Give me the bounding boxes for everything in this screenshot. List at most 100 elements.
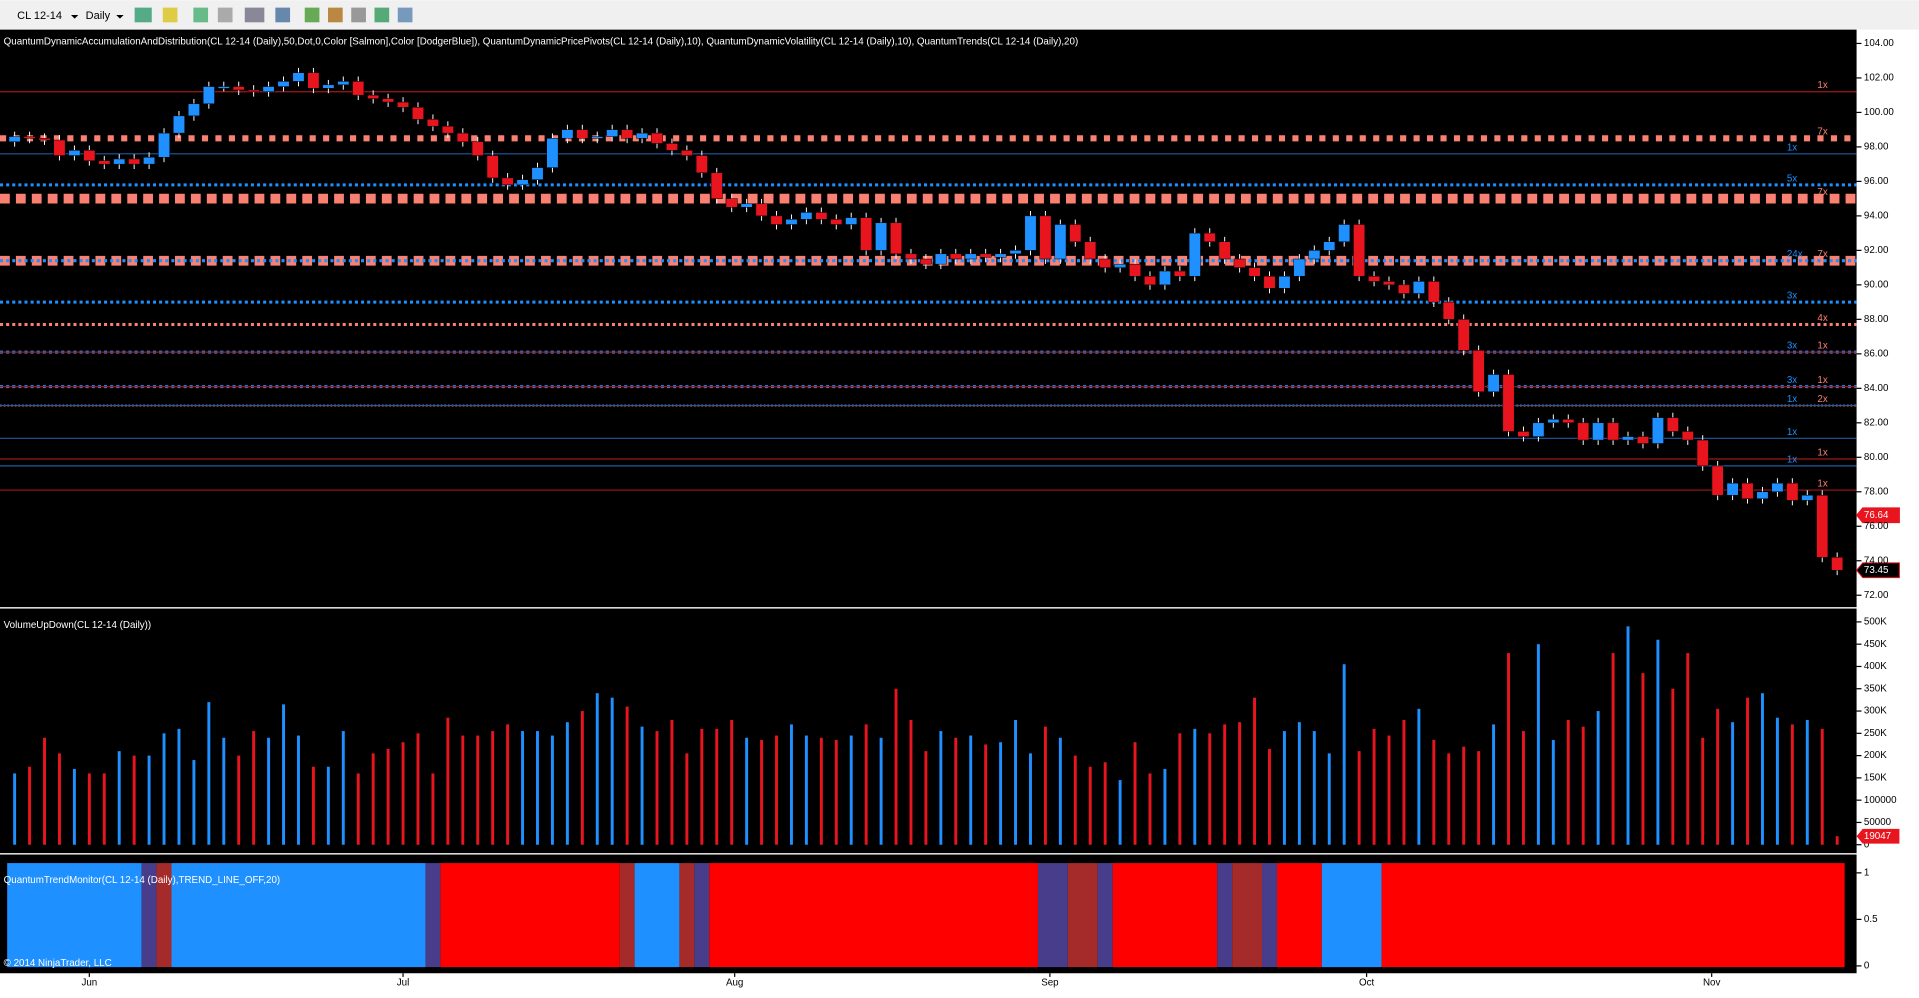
volume-bar (431, 773, 435, 845)
candle-body (98, 160, 111, 165)
volume-bar (1118, 780, 1122, 845)
level-label: 1x (1817, 375, 1827, 386)
volume-bar (1492, 724, 1496, 845)
volume-bar (1581, 726, 1585, 845)
candle-body (531, 167, 544, 180)
volume-bar (1596, 711, 1600, 845)
level-label: 3x (1787, 341, 1797, 352)
trend-segment (156, 863, 172, 968)
trend-segment (694, 863, 710, 968)
volume-bar (1656, 639, 1660, 845)
candle-body (1577, 422, 1590, 441)
volume-bar (1342, 664, 1346, 845)
tool-button[interactable] (217, 7, 233, 23)
tool-button[interactable] (304, 7, 320, 23)
candle-body (1517, 431, 1530, 437)
volume-bar (1327, 753, 1331, 845)
volume-bar (1521, 731, 1525, 845)
candle-body (1353, 224, 1366, 277)
candle-body (1099, 258, 1112, 268)
candle-body (561, 129, 574, 139)
volume-bar (550, 735, 554, 845)
trend-segment (1217, 863, 1233, 968)
x-tick-label: Aug (726, 978, 743, 989)
volume-bar (1178, 733, 1182, 845)
candle-body (486, 155, 499, 179)
trend-segment (171, 863, 426, 968)
volume-bar (1208, 733, 1212, 845)
candle-body (1711, 465, 1724, 496)
candle-body (1427, 281, 1440, 303)
candle-body (128, 158, 141, 165)
candle-body (919, 258, 932, 265)
copyright: © 2014 NinjaTrader, LLC (4, 958, 112, 969)
candle-body (277, 81, 290, 87)
y-tick-label: 150K (1864, 772, 1887, 783)
last-price-box (1855, 507, 1900, 524)
tool-button[interactable] (327, 7, 343, 23)
volume-bar (1507, 653, 1510, 845)
candle-body (217, 86, 230, 89)
tool-button[interactable] (275, 7, 291, 23)
candle-body (860, 217, 873, 251)
candle-body (1666, 417, 1679, 432)
volume-bar (1193, 728, 1197, 845)
candle-body (1054, 224, 1067, 260)
volume-bar (57, 753, 61, 845)
y-tick-label: 102.00 (1864, 73, 1894, 84)
interval[interactable]: Daily (86, 10, 111, 22)
volume-bar (1387, 735, 1391, 845)
candle-body (1069, 224, 1082, 242)
candle-body (1532, 422, 1545, 437)
candle-body (800, 212, 813, 220)
candle-body (1831, 557, 1844, 571)
level-label: 1x (1817, 447, 1827, 458)
candle-body (427, 119, 439, 127)
candle-body (516, 179, 529, 186)
volume-bar (804, 735, 808, 845)
y-tick-label: 200K (1864, 750, 1887, 761)
instrument[interactable]: CL 12-14 (17, 10, 62, 22)
volume-bar (132, 755, 136, 845)
volume-bar (999, 742, 1003, 845)
volume-bar (491, 731, 495, 845)
volume-bar (386, 748, 390, 845)
level-label: 3x (1787, 291, 1797, 302)
candle-body (1696, 439, 1709, 467)
volume-bar (924, 751, 928, 845)
tool-button[interactable] (162, 7, 178, 23)
volume-bar (237, 755, 241, 845)
tool-button[interactable] (351, 7, 366, 23)
volume-bar (476, 735, 480, 845)
volume-bar (177, 728, 181, 845)
tool-button[interactable] (134, 7, 152, 23)
price-panel-title: QuantumDynamicAccumulationAndDistributio… (4, 36, 1079, 47)
tool-button[interactable] (244, 7, 265, 23)
level-label: 24x (1787, 249, 1803, 260)
y-tick-label: 76.00 (1864, 521, 1889, 532)
x-tick-label: Oct (1359, 978, 1374, 989)
tool-button[interactable] (193, 7, 209, 23)
volume-bar (252, 731, 256, 845)
volume-bar (1820, 728, 1824, 845)
y-tick-label: 50000 (1864, 817, 1892, 828)
candle-body (1472, 350, 1485, 393)
volume-bar (1536, 644, 1540, 845)
trend-segment (1232, 863, 1263, 968)
candle-body (441, 125, 454, 134)
trend-segment (1276, 863, 1322, 968)
tool-button[interactable] (397, 7, 413, 23)
candle-body (1592, 422, 1605, 441)
volume-bar (506, 724, 510, 845)
candle-body (815, 212, 828, 220)
y-tick-label: 250K (1864, 728, 1887, 739)
candle-body (1487, 374, 1500, 393)
volume-bar (1372, 728, 1376, 845)
candle-body (38, 138, 51, 141)
tool-button[interactable] (374, 7, 390, 23)
volume-bar (954, 737, 958, 845)
candle-body (1771, 482, 1784, 493)
y-tick-label: 72.00 (1864, 590, 1889, 601)
